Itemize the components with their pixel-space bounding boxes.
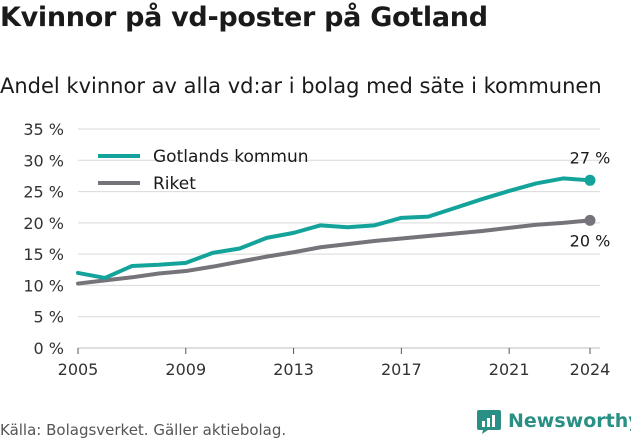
- x-tick-label: 2009: [165, 360, 206, 379]
- end-point-gotland: [584, 174, 596, 186]
- legend-label-gotland: Gotlands kommun: [153, 147, 309, 167]
- y-tick-label: 30 %: [23, 151, 64, 170]
- y-tick-label: 5 %: [34, 308, 64, 327]
- source-note: Källa: Bolagsverket. Gäller aktiebolag.: [0, 421, 287, 439]
- legend: Gotlands kommun Riket: [98, 147, 309, 194]
- x-tick-label: 2024: [570, 360, 611, 379]
- end-labels: 20 % 27 %: [570, 148, 611, 250]
- series-line-gotland: [76, 176, 592, 280]
- chart-subtitle: Andel kvinnor av alla vd:ar i bolag med …: [0, 74, 602, 98]
- end-point-riket: [584, 214, 596, 226]
- brand-name: Newsworthy: [508, 410, 631, 432]
- y-tick-label: 15 %: [23, 245, 64, 264]
- y-tick-label: 0 %: [34, 339, 64, 358]
- y-tick-label: 20 %: [23, 214, 64, 233]
- series-line-riket: [76, 218, 592, 286]
- chart-title: Kvinnor på vd-poster på Gotland: [0, 2, 488, 33]
- y-tick-label: 35 %: [23, 120, 64, 139]
- end-label-gotland: 27 %: [570, 148, 611, 167]
- series-lines: [76, 174, 596, 286]
- brand-logo: Newsworthy: [476, 408, 631, 434]
- legend-label-riket: Riket: [153, 174, 196, 194]
- x-axis-ticks: 2005 2009 2013 2017 2021 2024: [58, 348, 611, 379]
- y-tick-label: 25 %: [23, 183, 64, 202]
- y-tick-label: 10 %: [23, 276, 64, 295]
- x-tick-label: 2017: [381, 360, 422, 379]
- x-tick-label: 2013: [273, 360, 314, 379]
- x-tick-label: 2021: [489, 360, 530, 379]
- y-axis-ticks: 0 % 5 % 10 % 15 % 20 % 25 % 30 % 35 %: [23, 120, 64, 358]
- end-label-riket: 20 %: [570, 231, 611, 250]
- line-chart: 0 %5 %10 %15 %20 %25 %30 %35 % 2005 2009 2…: [23, 120, 611, 379]
- x-tick-label: 2005: [58, 360, 99, 379]
- gridlines: [78, 128, 600, 349]
- newsworthy-logo-icon: [477, 410, 501, 434]
